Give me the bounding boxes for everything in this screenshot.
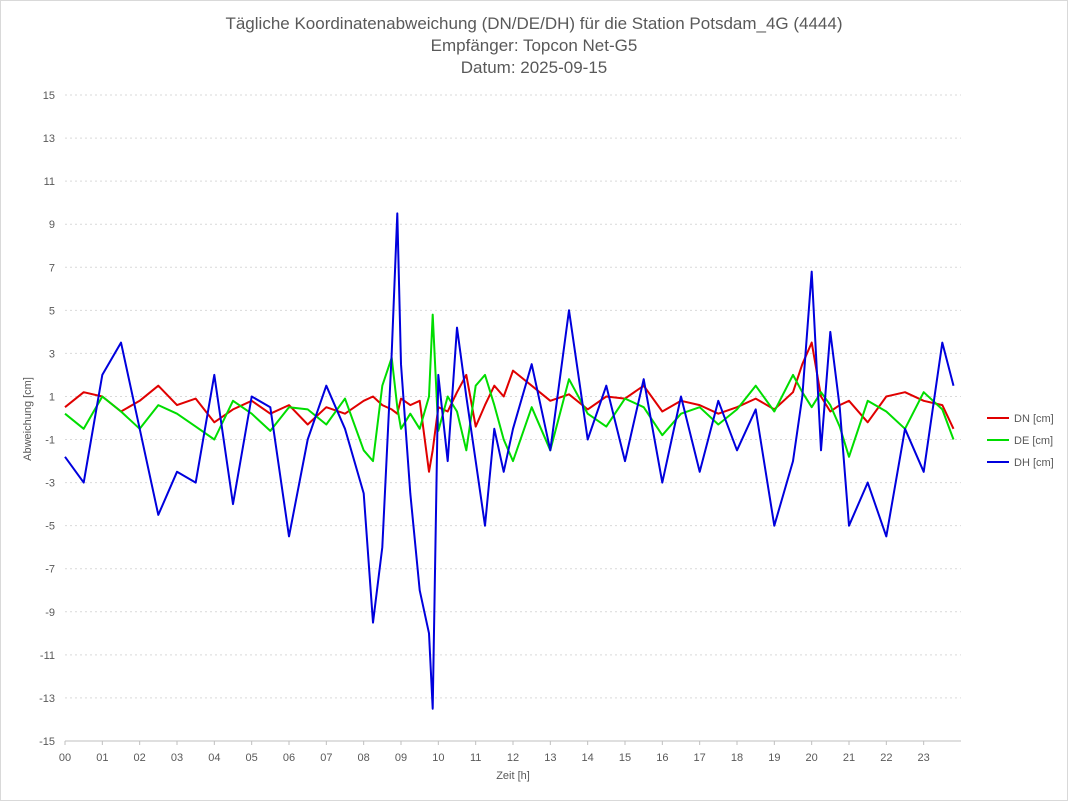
y-axis-ticks: 15 13 11 9 7 5 3 1 -1 -3 -5 -7 -9 -11 -13 -15 <box>39 90 55 748</box>
x-tick-label: 10 <box>432 752 444 764</box>
x-tick-label: 12 <box>507 752 519 764</box>
x-tick-label: 17 <box>694 752 706 764</box>
y-tick-label: -13 <box>39 693 55 705</box>
series-lines <box>64 212 955 710</box>
x-tick-label: 06 <box>283 752 295 764</box>
x-tick-label: 04 <box>208 752 220 764</box>
x-tick-label: 19 <box>768 752 780 764</box>
series-line-dh <box>64 212 955 710</box>
y-tick-label: -5 <box>45 521 55 533</box>
y-tick-label: 1 <box>49 391 55 403</box>
x-tick-label: 20 <box>806 752 818 764</box>
y-tick-label: 13 <box>43 133 55 145</box>
gridlines <box>65 94 961 742</box>
x-tick-label: 18 <box>731 752 743 764</box>
y-tick-label: 5 <box>49 305 55 317</box>
x-tick-label: 15 <box>619 752 631 764</box>
x-tick-label: 11 <box>470 752 481 764</box>
y-tick-label: -7 <box>45 564 55 576</box>
x-tick-label: 01 <box>96 752 108 764</box>
series-line-de <box>64 313 955 463</box>
x-tick-label: 16 <box>656 752 668 764</box>
x-tick-label: 14 <box>582 752 594 764</box>
x-tick-label: 00 <box>59 752 71 764</box>
y-tick-label: -11 <box>40 650 55 662</box>
series-line-dn <box>64 341 955 473</box>
y-tick-label: 3 <box>49 348 55 360</box>
legend: DN [cm] DE [cm] DH [cm] <box>987 413 1054 469</box>
y-tick-label: 9 <box>49 219 55 231</box>
y-tick-label: -1 <box>45 435 55 447</box>
y-tick-label: -9 <box>45 607 55 619</box>
x-axis-ticks: 00 01 02 03 04 05 06 07 08 09 10 11 12 13 14 15 16 17 18 19… <box>59 740 961 764</box>
x-tick-label: 03 <box>171 752 183 764</box>
x-tick-label: 21 <box>843 752 855 764</box>
y-tick-label: 11 <box>44 176 55 188</box>
chart-title: Tägliche Koordinatenabweichung (DN/DE/DH… <box>225 14 842 33</box>
x-tick-label: 22 <box>880 752 892 764</box>
x-tick-label: 13 <box>544 752 556 764</box>
x-tick-label: 05 <box>246 752 258 764</box>
chart-subtitle-receiver: Empfänger: Topcon Net-G5 <box>431 36 638 55</box>
x-tick-label: 09 <box>395 752 407 764</box>
legend-label: DH [cm] <box>1014 457 1054 469</box>
x-tick-label: 08 <box>358 752 370 764</box>
legend-label: DN [cm] <box>1014 413 1054 425</box>
y-tick-label: 7 <box>49 262 55 274</box>
y-axis-label: Abweichung [cm] <box>22 377 34 461</box>
legend-label: DE [cm] <box>1014 435 1053 447</box>
x-tick-label: 02 <box>134 752 146 764</box>
chart-subtitle-date: Datum: 2025-09-15 <box>461 58 607 77</box>
x-tick-label: 23 <box>918 752 930 764</box>
x-tick-label: 07 <box>320 752 332 764</box>
y-tick-label: -3 <box>45 478 55 490</box>
y-tick-label: -15 <box>39 736 55 748</box>
x-axis-label: Zeit [h] <box>496 770 530 782</box>
y-tick-label: 15 <box>43 90 55 102</box>
